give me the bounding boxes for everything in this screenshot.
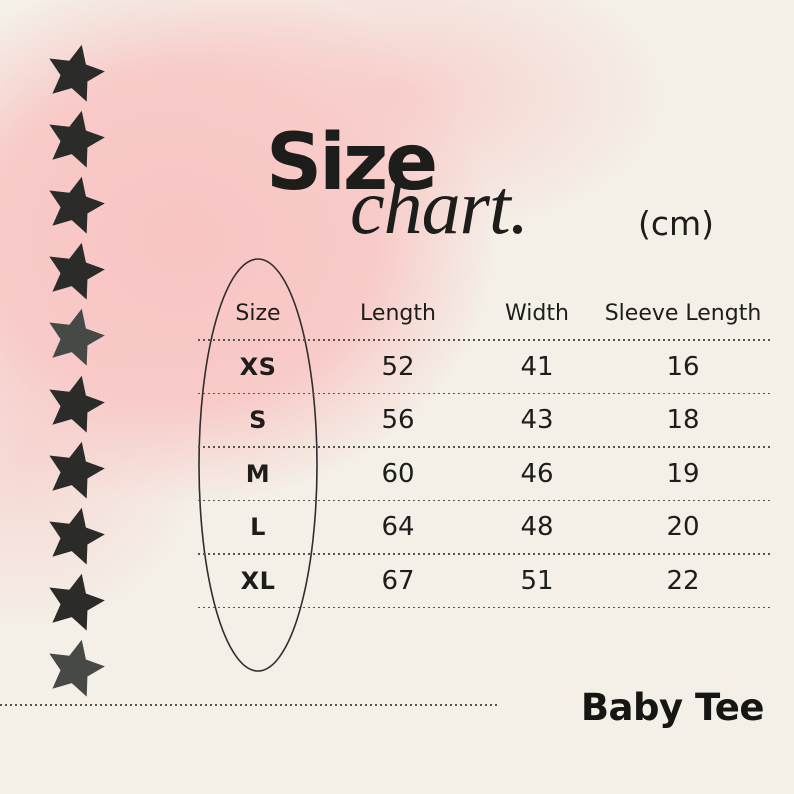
size-cell: S — [249, 406, 267, 434]
column-header-sleeve-length: Sleeve Length — [604, 300, 762, 326]
row-separator — [198, 606, 770, 608]
table-row: L 64 48 20 — [198, 501, 770, 553]
table-body: XS 52 41 16 S 56 43 18 M 60 46 19 L 64 48 20 XL 67 51 22 — [198, 341, 770, 608]
product-name: Baby Tee — [580, 686, 765, 729]
value-cell: 20 — [666, 512, 700, 542]
value-cell: 52 — [381, 351, 415, 382]
star-icon — [49, 44, 105, 102]
size-cell: XL — [240, 566, 276, 595]
star-icon — [49, 441, 105, 499]
bottom-dotted-line — [0, 704, 497, 706]
value-cell: 67 — [381, 565, 415, 596]
value-cell: 41 — [520, 351, 554, 382]
size-cell: L — [250, 513, 266, 541]
value-cell: 22 — [666, 565, 700, 596]
unit-label: (cm) — [638, 204, 715, 243]
value-cell: 56 — [381, 405, 415, 435]
star-icon — [49, 507, 105, 565]
star-icon — [49, 639, 105, 697]
value-cell: 18 — [666, 405, 700, 435]
value-cell: 19 — [666, 458, 700, 489]
value-cell: 64 — [381, 512, 415, 542]
star-icon — [49, 309, 105, 367]
value-cell: 48 — [520, 512, 554, 542]
star-icon — [49, 176, 105, 234]
star-icon — [49, 573, 105, 631]
row-separator — [198, 339, 770, 341]
value-cell: 46 — [520, 458, 554, 489]
page-title: Size — [266, 118, 438, 208]
column-header-size: Size — [235, 300, 281, 326]
value-cell: 60 — [381, 458, 415, 489]
value-cell: 51 — [520, 565, 554, 596]
column-header-width: Width — [505, 300, 569, 326]
star-icon — [49, 375, 105, 433]
table-row: XS 52 41 16 — [198, 341, 770, 393]
row-separator — [198, 446, 770, 448]
row-separator — [198, 499, 770, 501]
star-icon — [49, 243, 105, 300]
size-column-ellipse — [198, 258, 318, 672]
table-row: XL 67 51 22 — [198, 555, 770, 607]
table-row: S 56 43 18 — [198, 394, 770, 446]
page-title-script: chart. — [350, 163, 529, 250]
row-separator — [198, 392, 770, 394]
size-table: Size Length Width Sleeve Length XS 52 41 16… — [198, 287, 770, 608]
row-separator — [198, 553, 770, 555]
table-row: M 60 46 19 — [198, 448, 770, 500]
column-header-length: Length — [360, 300, 436, 326]
table-header-row: Size Length Width Sleeve Length — [198, 287, 770, 339]
value-cell: 16 — [666, 351, 700, 382]
star-icon — [49, 110, 105, 168]
value-cell: 43 — [520, 405, 554, 435]
size-cell: XS — [239, 352, 277, 381]
size-cell: M — [245, 459, 271, 488]
